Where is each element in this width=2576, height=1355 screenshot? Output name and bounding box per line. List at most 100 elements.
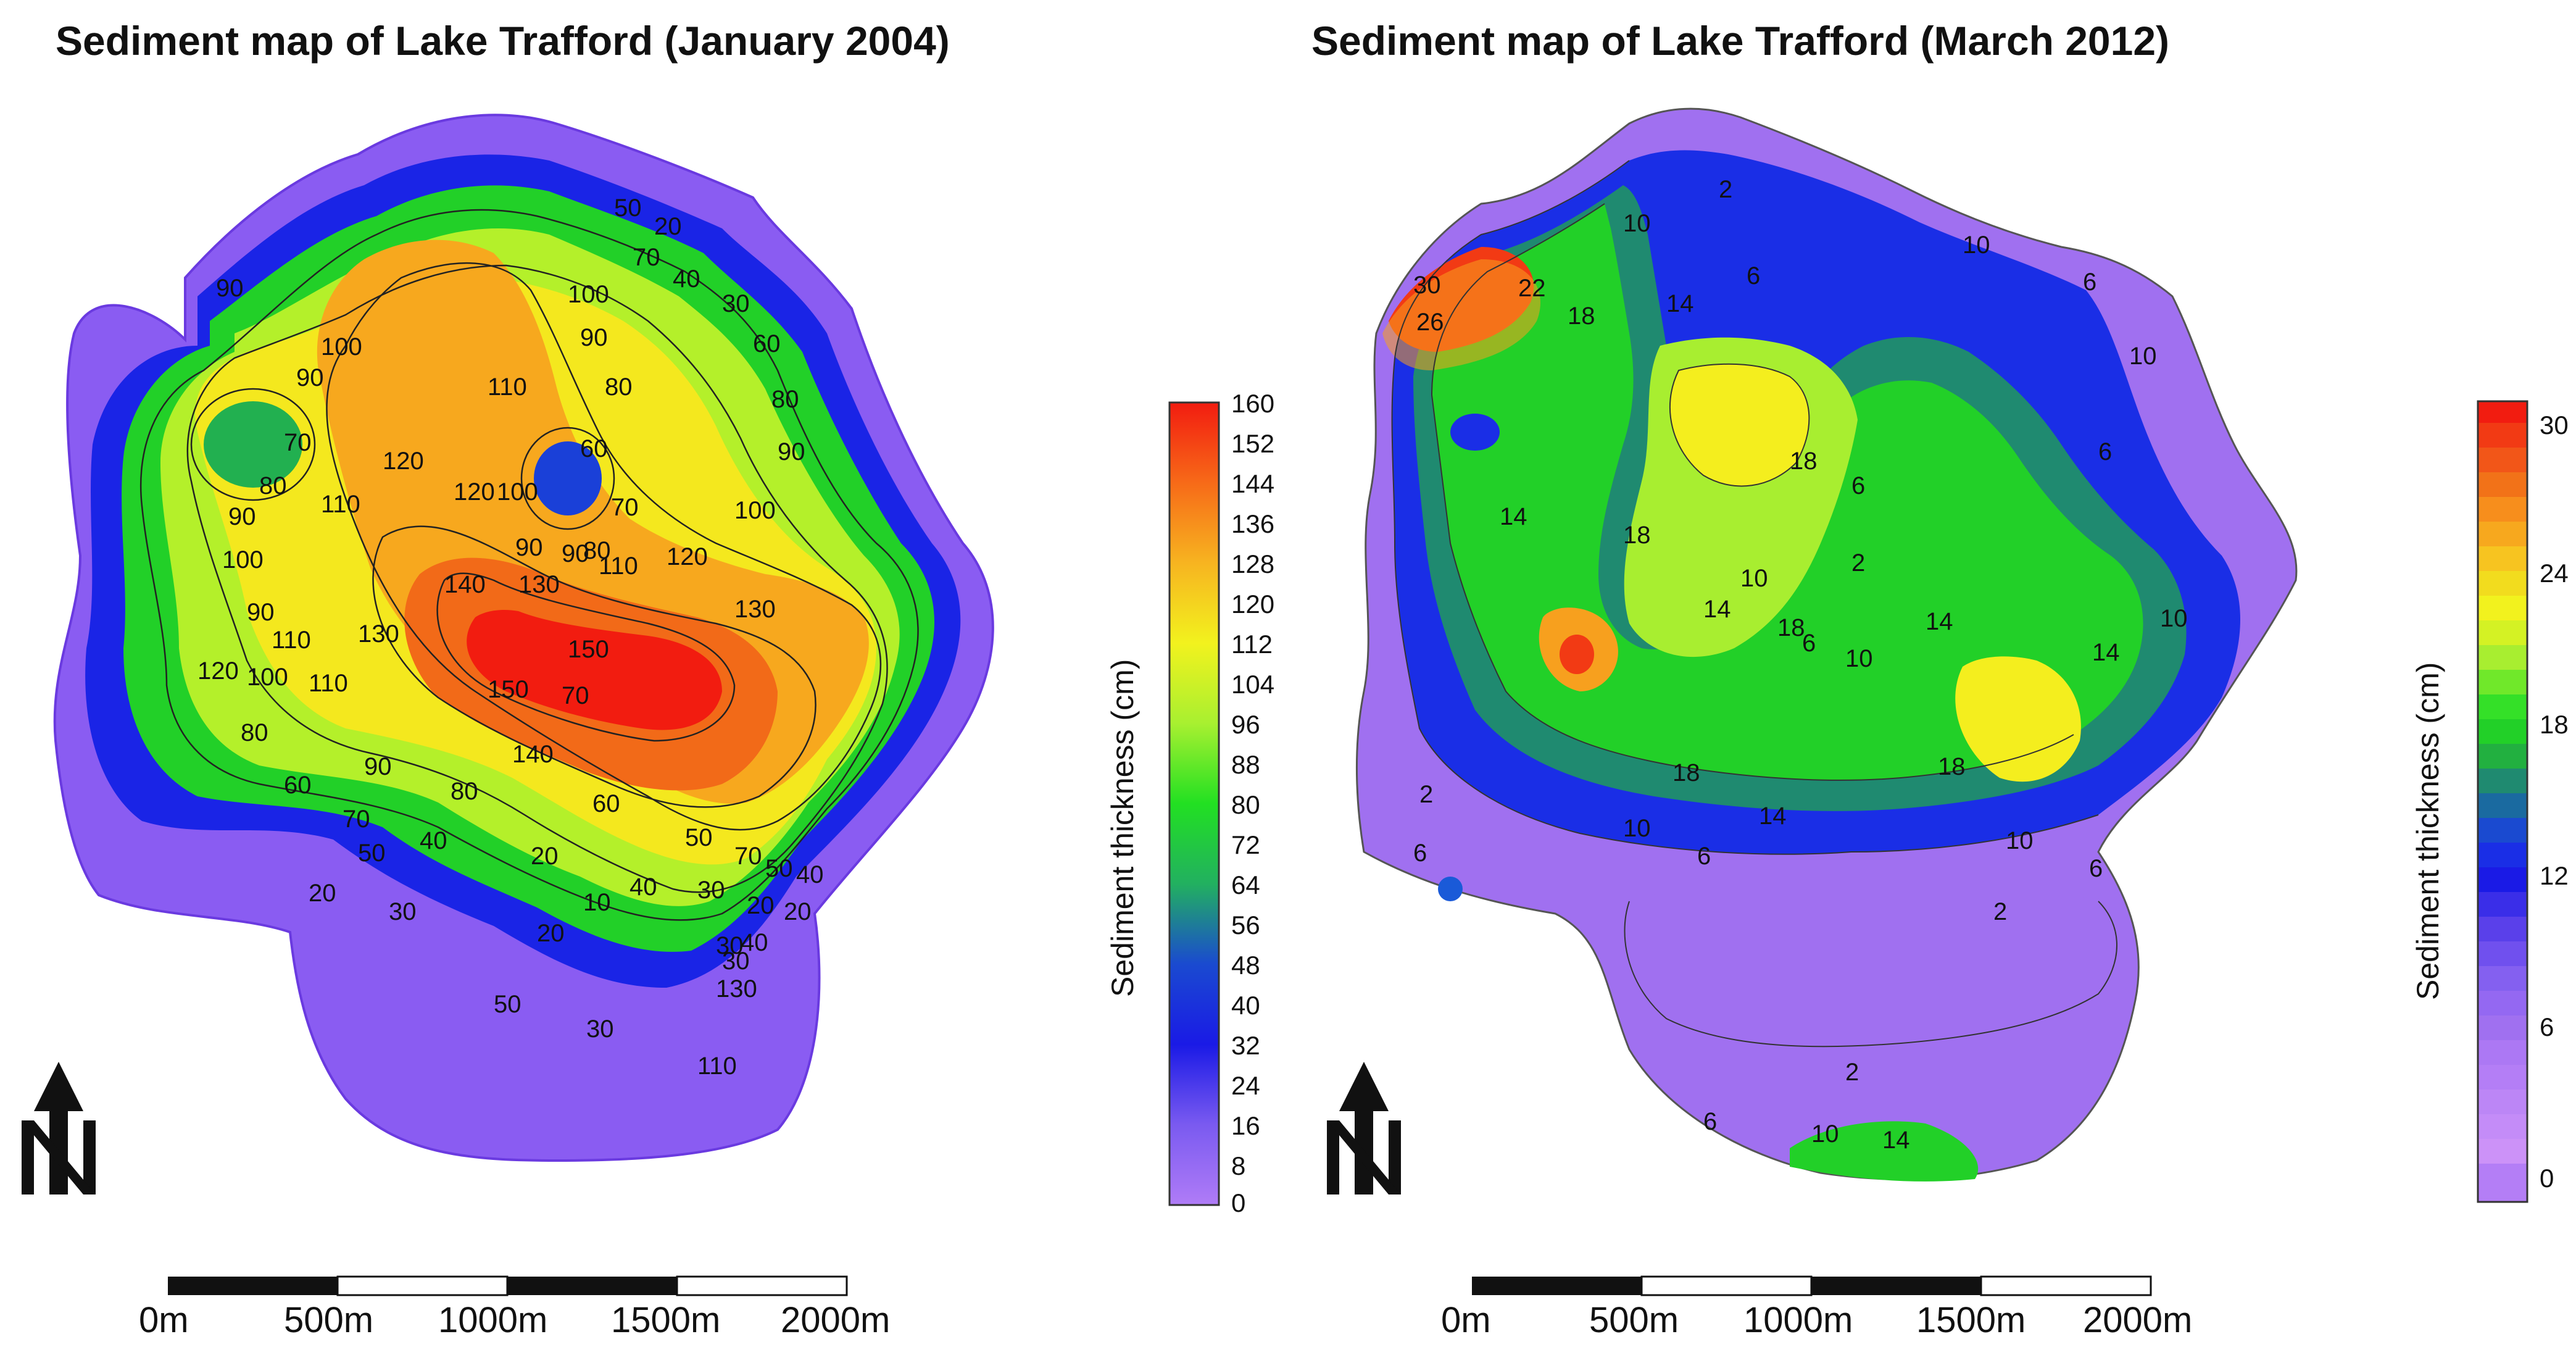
right-contour-label: 26 (1416, 309, 1444, 336)
left-contour-label: 40 (796, 861, 824, 888)
left-map-title: Sediment map of Lake Trafford (January 2… (56, 18, 950, 64)
right-lake-yellow-zone (1669, 364, 1809, 486)
left-contour-label: 60 (580, 435, 608, 462)
right-contour-label: 10 (1623, 815, 1651, 842)
left-colorbar-tick: 144 (1231, 469, 1275, 498)
left-contour-label: 50 (765, 855, 793, 882)
left-contour-label: 120 (383, 448, 424, 475)
left-contour-label: 70 (734, 843, 762, 870)
right-lake-orange-corner (1382, 259, 1540, 370)
left-contour-label: 130 (358, 620, 399, 648)
left-contour-label: 100 (568, 281, 609, 308)
right-contour-label: 2 (1851, 549, 1865, 577)
left-contour-label: 90 (216, 275, 244, 302)
right-colorbar-band (2478, 991, 2527, 1015)
right-contour-label: 18 (1938, 753, 1966, 780)
right-colorbar-band (2478, 401, 2527, 423)
left-contour-label: 120 (454, 478, 495, 506)
right-colorbar-band (2478, 1139, 2527, 1164)
left-contour-labels: 90 100 90 70 80 90 100 110 120 120 110 1… (197, 194, 824, 1080)
left-colorbar-gradient (1168, 401, 1220, 1206)
right-contour-label: 14 (1759, 803, 1787, 830)
left-contour-label: 80 (259, 472, 287, 499)
right-north-arrow-icon (1327, 1062, 1401, 1194)
right-contour-label: 2 (1845, 1059, 1859, 1086)
right-contour-label: 10 (1623, 210, 1651, 237)
right-colorbar-band (2478, 546, 2527, 571)
left-contour-label: 110 (309, 670, 348, 697)
right-contour-label: 18 (1672, 759, 1700, 786)
right-contour-label: 6 (2083, 269, 2096, 296)
left-contour-line (326, 262, 882, 831)
left-colorbar-tick: 112 (1231, 630, 1273, 659)
left-contour-label: 50 (685, 824, 713, 851)
right-colorbar-band (2478, 694, 2527, 719)
left-contour-label: 130 (734, 596, 776, 623)
right-contour-line (1391, 160, 2099, 855)
left-contour-label: 110 (599, 552, 638, 580)
right-lake-blue-hole-2 (1438, 877, 1463, 901)
right-contour-label: 14 (1926, 608, 1953, 635)
left-colorbar-tick: 56 (1231, 911, 1260, 940)
left-sediment-map (53, 114, 994, 1162)
right-contour-label: 6 (1703, 1108, 1717, 1135)
left-contour-label: 110 (488, 373, 527, 401)
left-contour-label: 130 (518, 571, 560, 598)
right-colorbar-band (2478, 1015, 2527, 1040)
right-colorbar-band (2478, 571, 2527, 596)
right-contour-label: 14 (1666, 290, 1694, 317)
right-scale-label: 0m (1441, 1300, 1491, 1340)
left-colorbar-title: Sediment thickness (cm) (1105, 659, 1140, 997)
right-colorbar-title: Sediment thickness (cm) (2411, 662, 2445, 1000)
right-colorbar-tick: 12 (2540, 861, 2569, 890)
left-colorbar-tick: 120 (1231, 590, 1275, 619)
right-contour-line (1431, 203, 2074, 781)
left-colorbar-tick: 48 (1231, 951, 1260, 980)
right-colorbar-band (2478, 941, 2527, 966)
left-scale-label: 2000m (781, 1300, 891, 1340)
left-colorbar-tick: 80 (1231, 790, 1260, 819)
left-contour-label: 40 (741, 929, 768, 956)
right-contour-label: 10 (1740, 565, 1768, 592)
left-contour-label: 40 (673, 265, 700, 293)
right-scale-label: 1000m (1743, 1300, 1853, 1340)
right-contour-line (1669, 363, 1810, 487)
right-contour-line (1624, 901, 2117, 1048)
left-contour-label: 140 (444, 571, 486, 598)
right-contour-label: 10 (2129, 343, 2157, 370)
left-contour-label: 90 (580, 324, 608, 351)
left-contour-label: 80 (605, 373, 633, 401)
right-contour-label: 6 (1697, 843, 1711, 870)
left-contour-label: 100 (321, 333, 362, 361)
right-colorbar-band (2478, 818, 2527, 843)
left-contour-label: 30 (697, 877, 725, 904)
left-contour-label: 30 (716, 932, 744, 959)
left-scale-label: 1000m (438, 1300, 548, 1340)
right-colorbar-tick: 6 (2540, 1012, 2554, 1041)
left-contour-label: 50 (358, 840, 386, 867)
right-contour-label: 14 (1703, 596, 1731, 623)
left-colorbar-tick: 0 (1231, 1188, 1246, 1217)
right-scale-bar (1472, 1275, 2152, 1296)
left-contour-label: 90 (296, 364, 324, 391)
left-colorbar-tick: 128 (1231, 549, 1275, 578)
right-colorbar-band (2478, 670, 2527, 694)
left-colorbar-tick: 24 (1231, 1071, 1260, 1100)
left-contour-label: 20 (531, 843, 559, 870)
right-contour-label: 22 (1518, 275, 1546, 302)
right-colorbar-band (2478, 966, 2527, 991)
left-contour-label: 60 (592, 790, 620, 817)
left-contour-label: 20 (784, 898, 812, 925)
right-colorbar-band (2478, 892, 2527, 917)
right-colorbar-band (2478, 497, 2527, 522)
right-contour-label: 6 (1802, 630, 1816, 657)
right-colorbar-tick: 0 (2540, 1164, 2554, 1193)
left-colorbar-tick: 160 (1231, 389, 1275, 418)
left-scale-bar (168, 1275, 848, 1296)
right-colorbar-band (2478, 917, 2527, 941)
left-colorbar-tick: 64 (1231, 870, 1260, 899)
left-north-arrow-icon (22, 1062, 96, 1194)
right-contour-label: 14 (1882, 1127, 1910, 1154)
left-contour-label: 60 (284, 772, 312, 799)
left-contour-label: 80 (771, 386, 799, 413)
